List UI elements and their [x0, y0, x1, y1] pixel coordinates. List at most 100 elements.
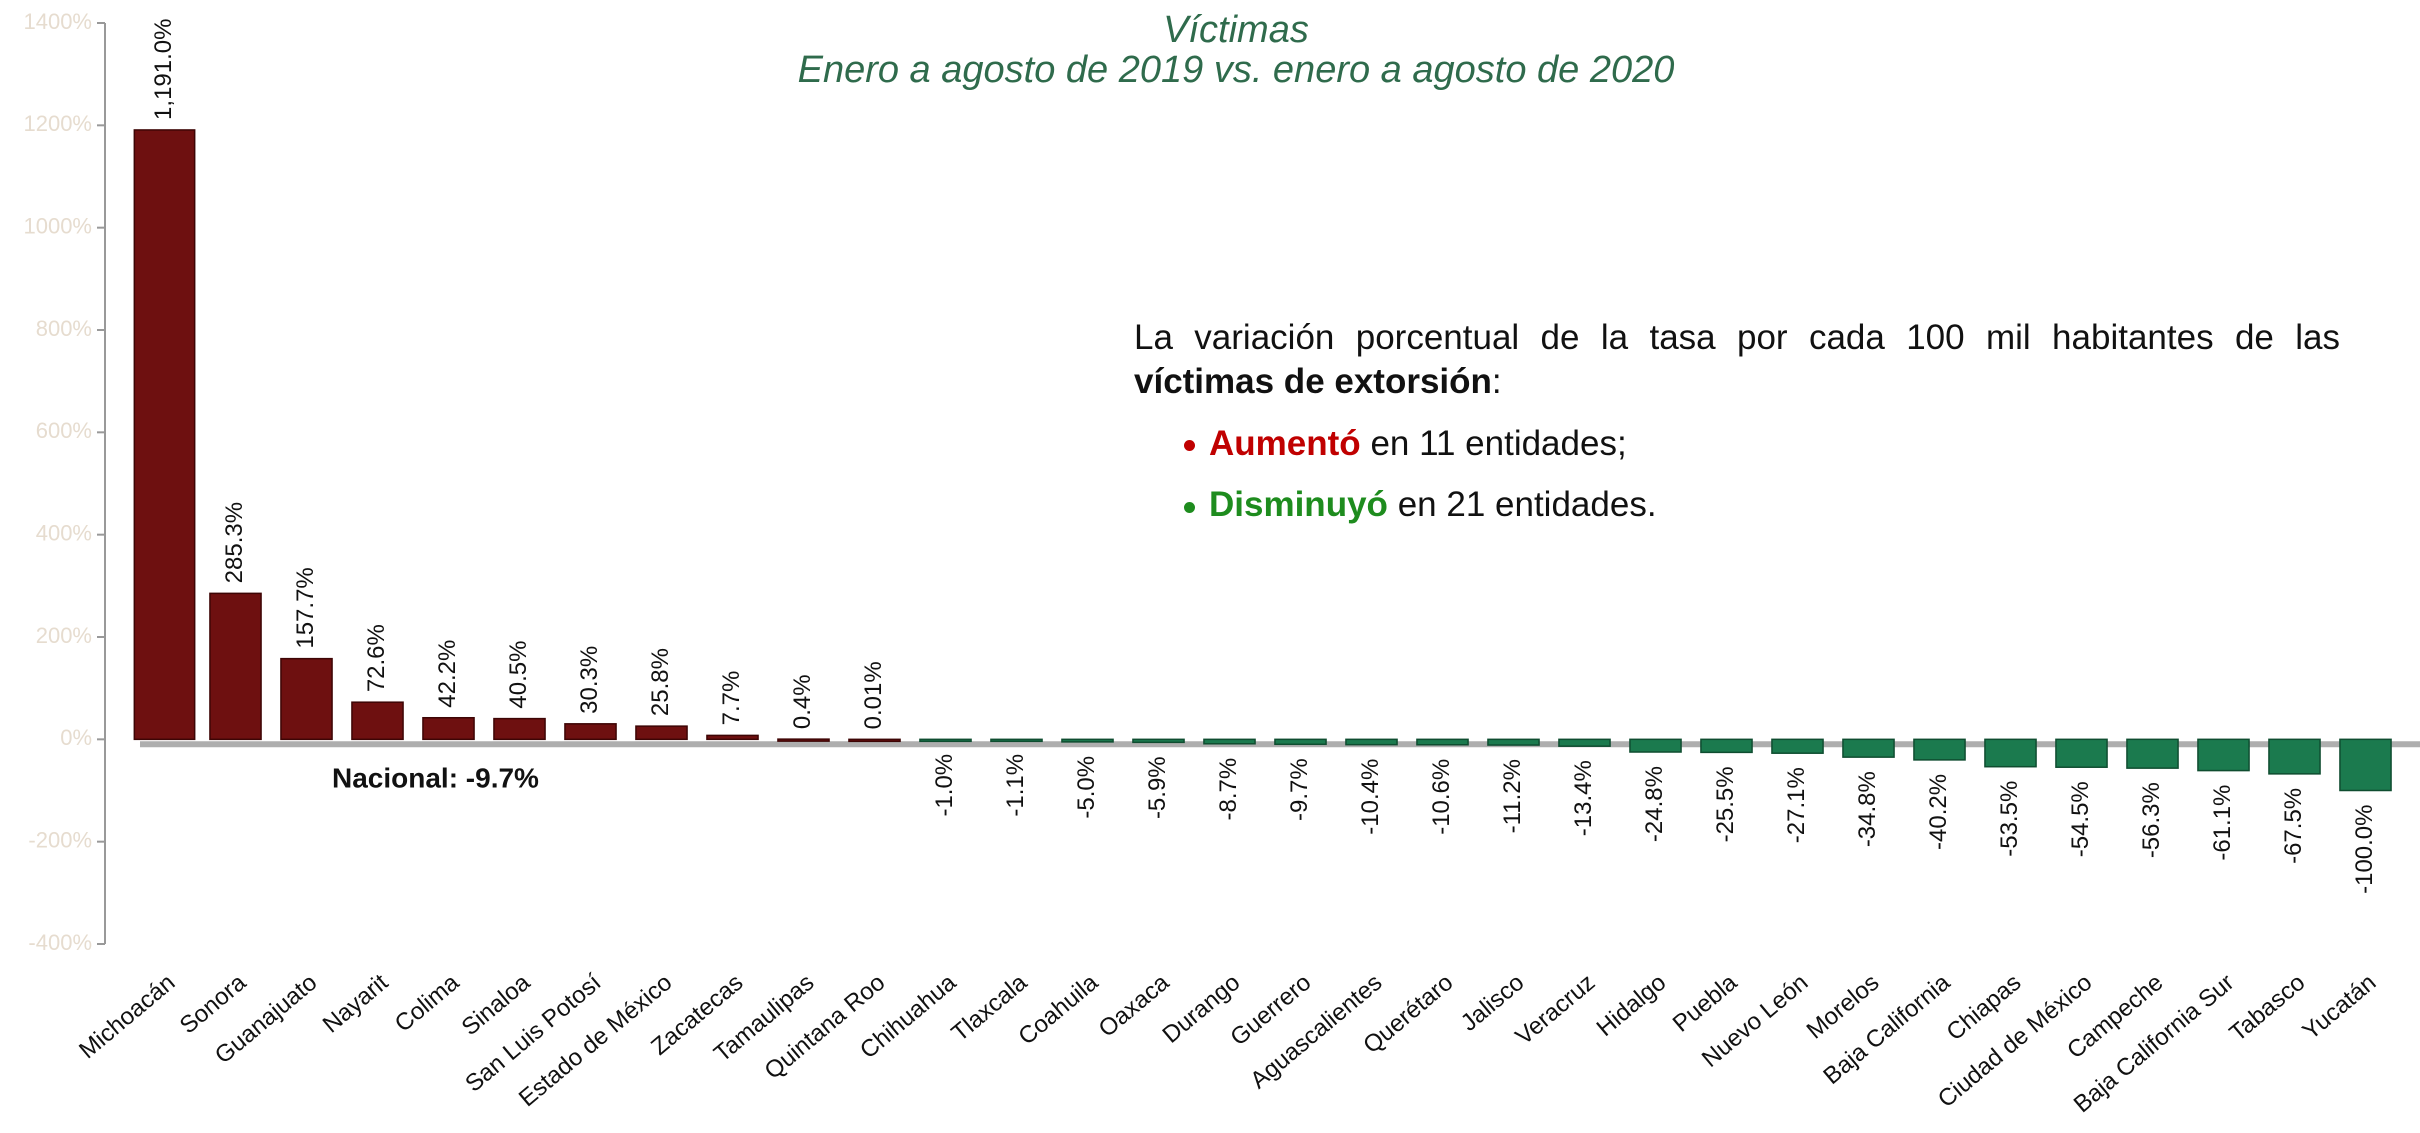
- value-label: -40.2%: [1925, 774, 1952, 850]
- value-label: -10.6%: [1428, 759, 1455, 835]
- note-text: :: [1491, 361, 1502, 401]
- note-text: La variación porcentual de la tasa por c…: [1134, 318, 2340, 357]
- value-label: -9.7%: [1286, 758, 1313, 821]
- value-label: 285.3%: [221, 502, 248, 583]
- note: La variación porcentual de la tasa por c…: [1134, 316, 2340, 545]
- bar: [1061, 738, 1114, 743]
- value-label: -24.8%: [1641, 766, 1668, 842]
- x-tick-label: Quintana Roo: [760, 969, 891, 1085]
- bar: [1416, 738, 1469, 746]
- bar: [422, 716, 475, 741]
- note-intro: La variación porcentual de la tasa por c…: [1134, 316, 2340, 404]
- y-tick-label: 800%: [36, 316, 92, 341]
- bar: [1842, 738, 1895, 758]
- bullet-dot: [1184, 501, 1195, 513]
- bar: [133, 129, 196, 741]
- chart-title: Víctimas: [1163, 9, 1309, 51]
- value-label: -53.5%: [1996, 781, 2023, 857]
- value-label: 30.3%: [576, 646, 603, 714]
- bar: [2055, 738, 2108, 768]
- value-label: -1.0%: [931, 754, 958, 817]
- y-tick-label: 0%: [60, 725, 92, 750]
- value-label: -67.5%: [2280, 788, 2307, 864]
- bar: [1629, 738, 1682, 753]
- bar: [1132, 738, 1185, 744]
- bullet-bold: Aumentó: [1209, 423, 1361, 463]
- bar: [1984, 738, 2037, 768]
- bar: [2339, 738, 2392, 792]
- value-label: 7.7%: [718, 671, 745, 726]
- value-label: -11.2%: [1499, 759, 1526, 833]
- bar: [1558, 738, 1611, 747]
- value-label: -56.3%: [2138, 782, 2165, 858]
- reference-label: Nacional: -9.7%: [332, 762, 539, 793]
- bar: [2197, 738, 2250, 772]
- bar: [1274, 738, 1327, 746]
- bar: [564, 723, 617, 741]
- bullet-text: en 11 entidades;: [1370, 423, 1627, 463]
- bar: [990, 738, 1043, 743]
- x-tick-label: Hidalgo: [1592, 969, 1672, 1042]
- note-list: Aumentó en 11 entidades; Disminuyó en 21 en…: [1184, 422, 2340, 528]
- bullet-dot: [1184, 439, 1195, 451]
- value-label: -5.0%: [1073, 756, 1100, 819]
- note-bullet: Disminuyó en 21 entidades.: [1184, 483, 2340, 527]
- y-tick-label: 400%: [36, 520, 92, 545]
- bar: [635, 725, 688, 741]
- y-tick-label: -200%: [28, 827, 92, 852]
- bar: [280, 657, 333, 741]
- bar: [2268, 738, 2321, 775]
- y-tick-label: -400%: [28, 930, 92, 955]
- value-label: -34.8%: [1854, 771, 1881, 847]
- value-label: -27.1%: [1783, 767, 1810, 843]
- value-label: 0.01%: [860, 661, 887, 729]
- value-label: -8.7%: [1215, 758, 1242, 821]
- value-label: 40.5%: [505, 641, 532, 709]
- x-tick-label: Coahuila: [1013, 968, 1103, 1050]
- value-label: 42.2%: [434, 640, 461, 708]
- note-bold: víctimas de extorsión: [1134, 361, 1492, 401]
- value-label: -1.1%: [1002, 754, 1029, 817]
- x-tick-label: Nayarit: [318, 969, 394, 1039]
- value-label: -5.9%: [1144, 756, 1171, 819]
- bar: [848, 738, 901, 743]
- x-tick-label: Colima: [390, 968, 465, 1037]
- bar: [351, 701, 404, 741]
- x-tick-label: Baja California: [1818, 969, 1955, 1090]
- bar: [1771, 738, 1824, 754]
- value-label: 25.8%: [647, 648, 674, 716]
- chart-subtitle: Enero a agosto de 2019 vs. enero a agost…: [798, 49, 1675, 91]
- y-tick-label: 200%: [36, 623, 92, 648]
- bar: [209, 592, 262, 741]
- bar: [777, 738, 830, 742]
- bar: [2126, 738, 2179, 769]
- y-tick-label: 1200%: [23, 111, 92, 136]
- bar: [919, 738, 972, 743]
- x-tick-label: Veracruz: [1510, 969, 1600, 1051]
- value-label: -10.4%: [1357, 759, 1384, 835]
- x-tick-label: Michoacán: [74, 969, 180, 1064]
- value-label: 1,191.0%: [150, 19, 177, 120]
- y-tick-label: 1400%: [23, 9, 92, 34]
- bar: [1700, 738, 1753, 754]
- value-label: 0.4%: [789, 674, 816, 729]
- bar: [493, 717, 546, 741]
- x-tick-label: Yucatán: [2298, 969, 2382, 1045]
- bar: [1203, 738, 1256, 745]
- value-label: 72.6%: [363, 624, 390, 692]
- bar: [1487, 738, 1540, 746]
- value-label: -61.1%: [2209, 785, 2236, 861]
- y-tick-label: 600%: [36, 418, 92, 443]
- value-label: -13.4%: [1570, 760, 1597, 836]
- bullet-text: en 21 entidades.: [1397, 485, 1657, 525]
- value-label: 157.7%: [292, 567, 319, 648]
- value-label: -25.5%: [1712, 766, 1739, 842]
- bar: [1345, 738, 1398, 746]
- x-tick-label: Tabasco: [2225, 969, 2311, 1047]
- bar: [1913, 738, 1966, 761]
- bar: [706, 734, 759, 741]
- bullet-bold: Disminuyó: [1209, 485, 1388, 525]
- value-label: -100.0%: [2351, 805, 2378, 894]
